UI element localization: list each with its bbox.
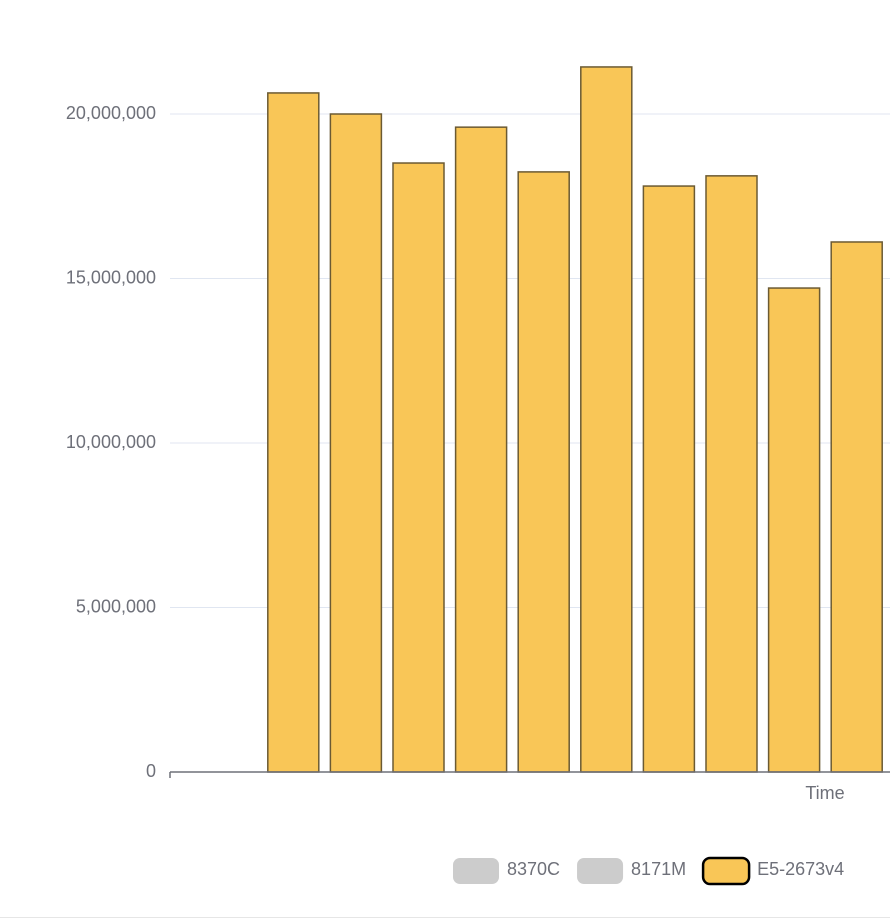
bar: [767, 287, 821, 773]
bar: [830, 241, 883, 773]
y-tick-label: 15,000,000: [66, 267, 156, 287]
legend-swatch[interactable]: [453, 858, 499, 884]
y-tick-label: 20,000,000: [66, 103, 156, 123]
bar: [517, 171, 570, 773]
y-tick-label: 0: [146, 761, 156, 781]
bar: [454, 126, 508, 773]
legend-label[interactable]: 8370C: [507, 859, 560, 879]
legend-label[interactable]: E5-2673v4: [757, 859, 844, 879]
y-tick-label: 5,000,000: [76, 596, 156, 616]
bar: [580, 66, 633, 773]
bar: [705, 175, 758, 773]
bar: [642, 185, 696, 773]
legend-swatch[interactable]: [701, 856, 751, 886]
legend-swatch[interactable]: [577, 858, 624, 884]
bar: [329, 113, 383, 773]
bar: [267, 92, 320, 773]
x-axis-name: Time: [805, 783, 844, 803]
bar: [392, 162, 445, 773]
y-tick-label: 10,000,000: [66, 432, 156, 452]
legend-label[interactable]: 8171M: [631, 859, 686, 879]
